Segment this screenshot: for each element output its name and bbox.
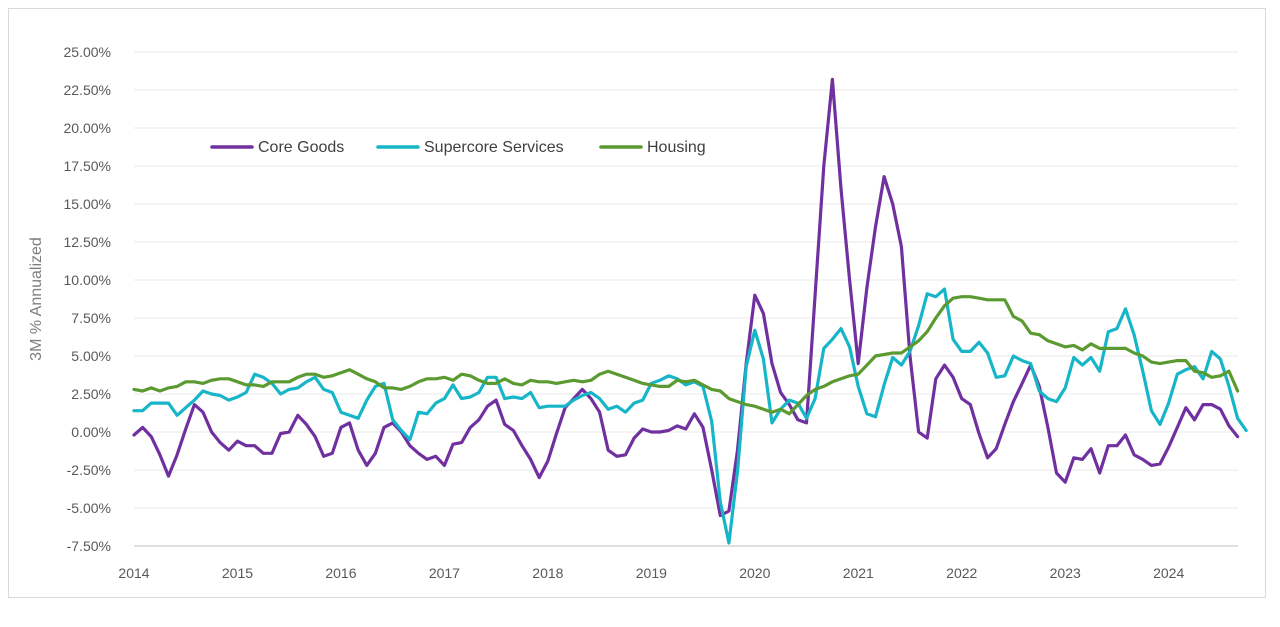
y-tick-label: -5.00%	[67, 500, 111, 516]
y-tick-label: 15.00%	[64, 196, 111, 212]
y-axis-ticks: 25.00% 22.50% 20.00% 17.50% 15.00% 12.50% 10.0…	[64, 44, 111, 554]
x-tick-label: 2023	[1050, 565, 1081, 581]
series-lines	[132, 77, 1248, 545]
y-tick-label: 20.00%	[64, 120, 111, 136]
y-tick-label: 7.50%	[71, 310, 111, 326]
legend-item-core-goods: Core Goods	[210, 139, 344, 156]
y-tick-label: 5.00%	[71, 348, 111, 364]
y-tick-label: 10.00%	[64, 272, 111, 288]
legend-label: Housing	[647, 139, 706, 156]
x-tick-label: 2018	[532, 565, 563, 581]
legend-item-housing: Housing	[599, 139, 706, 156]
x-tick-label: 2022	[946, 565, 977, 581]
y-tick-label: 2.50%	[71, 386, 111, 402]
y-tick-label: 25.00%	[64, 44, 111, 60]
legend-label: Supercore Services	[424, 139, 564, 156]
gridlines	[134, 51, 1238, 547]
y-tick-label: 0.00%	[71, 424, 111, 440]
legend-label: Core Goods	[258, 139, 344, 156]
x-tick-label: 2020	[739, 565, 770, 581]
x-axis-ticks: 2014 2015 2016 2017 2018 2019 2020 2021 2022 2023…	[118, 565, 1184, 581]
x-tick-label: 2015	[222, 565, 253, 581]
legend: Core Goods Supercore Services Housing	[210, 139, 706, 156]
series-line-core-goods	[132, 77, 1240, 518]
chart-frame	[8, 8, 1266, 598]
x-tick-label: 2024	[1153, 565, 1184, 581]
x-tick-label: 2021	[843, 565, 874, 581]
y-tick-label: 22.50%	[64, 82, 111, 98]
y-tick-label: 12.50%	[64, 234, 111, 250]
y-tick-label: -7.50%	[67, 538, 111, 554]
x-tick-label: 2019	[636, 565, 667, 581]
x-tick-label: 2016	[325, 565, 356, 581]
legend-item-supercore-services: Supercore Services	[376, 139, 564, 156]
y-tick-label: 17.50%	[64, 158, 111, 174]
series-line-housing	[132, 295, 1240, 416]
y-axis-title: 3M % Annualized	[28, 237, 45, 361]
y-tick-label: -2.50%	[67, 462, 111, 478]
x-tick-label: 2014	[118, 565, 149, 581]
series-line-supercore-services	[132, 287, 1248, 545]
x-tick-label: 2017	[429, 565, 460, 581]
